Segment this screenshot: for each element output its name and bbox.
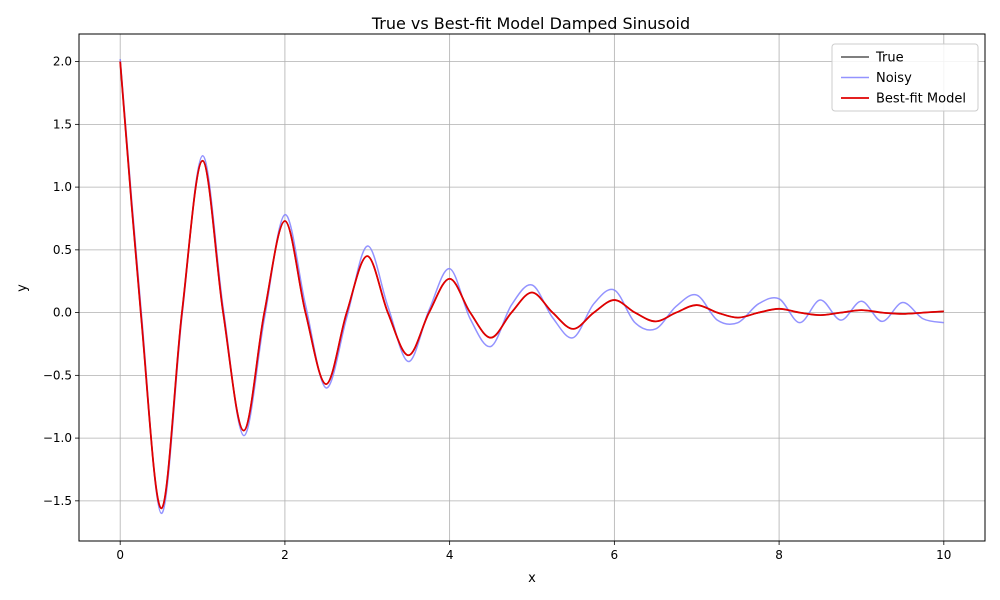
axis-ticks: 0 2 4 6 8 10 −1.5 −1.0 −0.5 0.0 0.5 1.0 1.5 2.0 (43, 55, 952, 562)
y-tick-label: 2.0 (53, 55, 72, 69)
y-tick-label: −1.5 (43, 494, 72, 508)
x-tick-label: 8 (775, 548, 783, 562)
y-tick-label: 1.5 (53, 117, 72, 131)
chart-title: True vs Best-fit Model Damped Sinusoid (371, 14, 690, 33)
x-tick-label: 0 (116, 548, 124, 562)
x-tick-label: 4 (446, 548, 454, 562)
y-tick-label: −0.5 (43, 368, 72, 382)
x-axis-label: x (528, 571, 536, 586)
legend-label: Best-fit Model (876, 92, 966, 107)
grid (79, 34, 985, 541)
legend: True Noisy Best-fit Model (831, 43, 979, 112)
x-tick-label: 2 (281, 548, 289, 562)
y-tick-label: 0.5 (53, 243, 72, 257)
legend-box (831, 43, 979, 112)
legend-label: True (875, 51, 904, 66)
plot-frame (78, 33, 986, 542)
legend-label: Noisy (876, 71, 912, 86)
series-line-best-fit-model (119, 61, 944, 510)
y-tick-label: 0.0 (53, 306, 72, 320)
x-tick-label: 6 (611, 548, 619, 562)
x-tick-label: 10 (936, 548, 951, 562)
y-axis-label: y (15, 284, 30, 292)
series-layer (119, 59, 944, 515)
y-tick-label: 1.0 (53, 180, 72, 194)
y-tick-label: −1.0 (43, 431, 72, 445)
